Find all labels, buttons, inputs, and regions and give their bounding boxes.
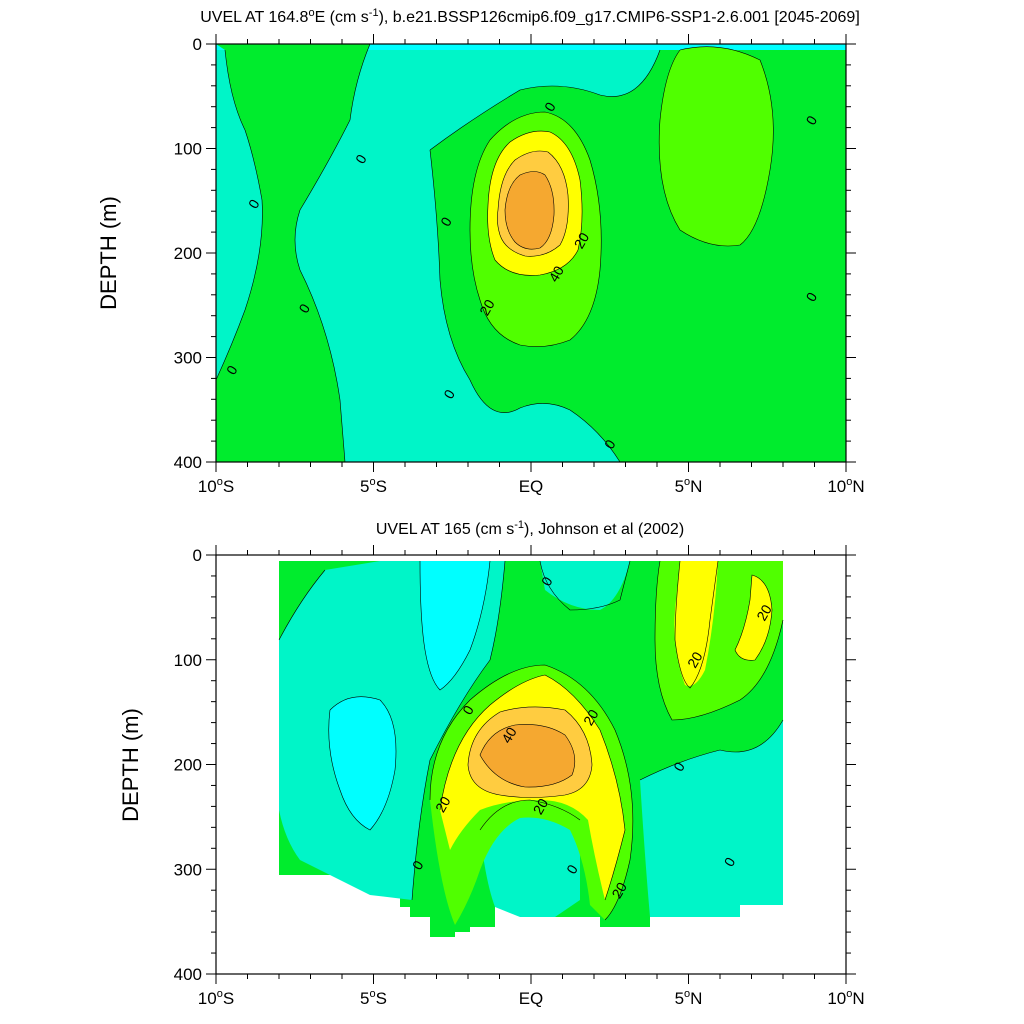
y-tick-label: 100 — [174, 140, 202, 159]
contour-label: 40 — [545, 263, 567, 285]
y-tick-label: 200 — [174, 756, 202, 775]
p1-fill-north-lime — [659, 46, 774, 246]
contour-label: 20 — [580, 706, 602, 728]
y-tick-label: 0 — [193, 546, 202, 565]
p2-fill-core-orange — [480, 724, 575, 788]
p1-fill-core-orange — [505, 171, 555, 250]
x-tick-label: 10oN — [827, 988, 864, 1008]
contour-label: 20 — [753, 602, 775, 624]
y-tick-label: 100 — [174, 651, 202, 670]
panel-2-y-tick-labels: 0 100 200 300 400 — [174, 546, 202, 984]
panel-2-ylabel: DEPTH (m) — [118, 708, 143, 822]
panel-2-field — [278, 560, 784, 937]
x-tick-label: 5oS — [360, 476, 387, 496]
p2-fill-west-cyan — [420, 561, 490, 690]
x-tick-label: 10oS — [198, 988, 234, 1008]
y-tick-label: 300 — [174, 860, 202, 879]
contour-label: 20 — [684, 649, 706, 671]
panel-1-ticks — [206, 34, 856, 472]
x-tick-label: 5oN — [675, 476, 703, 496]
y-tick-label: 400 — [174, 453, 202, 472]
y-tick-label: 0 — [193, 35, 202, 54]
panel-2-ticks — [206, 545, 856, 984]
x-tick-label: EQ — [519, 477, 544, 496]
panel-1-ylabel: DEPTH (m) — [96, 196, 121, 310]
contour-label: 20 — [571, 230, 593, 252]
p2-fill-east-aqua — [640, 720, 783, 917]
y-tick-label: 200 — [174, 244, 202, 263]
p2-fill-west-cyan-2 — [328, 696, 396, 830]
contour-label: 20 — [530, 795, 552, 817]
panel-1-y-tick-labels: 0 100 200 300 400 — [174, 35, 202, 472]
contour-label: 20 — [608, 879, 630, 901]
x-tick-label: 5oN — [675, 988, 703, 1008]
x-tick-label: 10oN — [827, 476, 864, 496]
contour-label: 20 — [432, 793, 454, 815]
x-tick-label: 10oS — [198, 476, 234, 496]
panel-2: UVEL AT 165 (cm s-1), Johnson et al (200… — [118, 519, 865, 1008]
y-tick-label: 400 — [174, 965, 202, 984]
panel-2-x-tick-labels: 10oS 5oS EQ 5oN 10oN — [198, 988, 865, 1008]
p2-contour-lines — [278, 560, 784, 921]
panel-1-x-tick-labels: 10oS 5oS EQ 5oN 10oN — [198, 476, 865, 496]
p2-fill-north-yellow-2 — [735, 575, 772, 661]
contour-label: 40 — [498, 724, 520, 746]
p1-contour-zero — [216, 44, 774, 462]
panel-1-title: UVEL AT 164.8oE (cm s-1), b.e21.BSSP126c… — [200, 7, 860, 26]
p2-fill-north-yellow — [674, 561, 718, 686]
x-tick-label: 5oS — [360, 988, 387, 1008]
p1-fill-west-band — [216, 44, 370, 462]
p1-contour-core — [469, 111, 602, 347]
panel-1: UVEL AT 164.8oE (cm s-1), b.e21.BSSP126c… — [96, 7, 865, 496]
p2-fill-center-aqua — [480, 800, 580, 917]
contour-label: 20 — [476, 296, 498, 318]
panel-2-title: UVEL AT 165 (cm s-1), Johnson et al (200… — [376, 519, 684, 538]
y-tick-label: 300 — [174, 349, 202, 368]
panel-1-field — [216, 44, 846, 462]
p2-fill-top-aqua — [540, 561, 630, 610]
x-tick-label: EQ — [519, 989, 544, 1008]
